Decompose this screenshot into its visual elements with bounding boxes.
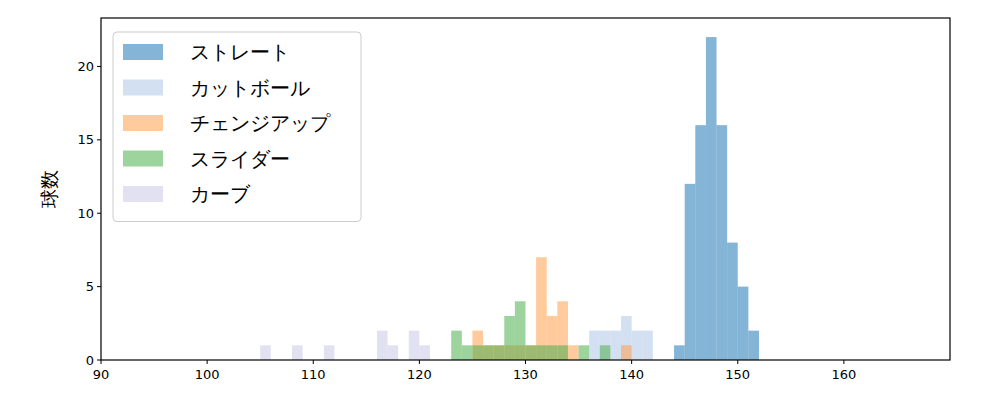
histogram-bar: [600, 345, 611, 360]
legend-label: カーブ: [190, 182, 251, 206]
x-tick-label: 160: [831, 367, 856, 382]
histogram-bar: [600, 331, 611, 360]
x-tick-label: 150: [725, 367, 750, 382]
legend-swatch: [123, 151, 163, 167]
histogram-bar: [557, 345, 568, 360]
histogram-bar: [515, 301, 526, 360]
legend-swatch: [123, 115, 163, 131]
chart: 90 100 110 120 130 140 150 160 0 5 10 15 20 球数 ストレートカッ…: [0, 0, 1000, 400]
histogram-bar: [324, 345, 335, 360]
histogram-bar: [642, 331, 653, 360]
histogram-bar: [589, 331, 600, 360]
y-tick: [97, 139, 101, 140]
x-tick: [737, 360, 738, 364]
y-tick-label: 20: [77, 59, 94, 74]
y-tick-label: 0: [86, 353, 94, 368]
histogram-bar: [260, 345, 271, 360]
histogram-bar: [451, 331, 462, 360]
histogram-bar: [727, 243, 738, 360]
histogram-bar: [579, 345, 590, 360]
histogram-bar: [472, 345, 483, 360]
histogram-bar: [483, 345, 494, 360]
y-tick-label: 10: [77, 206, 94, 221]
legend-swatch: [123, 44, 163, 60]
x-tick-label: 90: [93, 367, 110, 382]
histogram-bar: [547, 316, 558, 360]
histogram-bar: [557, 301, 568, 360]
y-tick: [97, 66, 101, 67]
histogram-bar: [483, 345, 494, 360]
legend-swatch: [123, 186, 163, 202]
histogram-bar: [388, 345, 399, 360]
histogram-bar: [377, 331, 388, 360]
plot-frame: [101, 18, 950, 360]
histogram-bar: [610, 331, 621, 360]
legend-label: カットボール: [190, 76, 310, 100]
y-tick-label: 15: [77, 132, 94, 147]
x-tick: [313, 360, 314, 364]
x-tick: [207, 360, 208, 364]
x-tick-label: 110: [301, 367, 326, 382]
y-tick-label: 5: [86, 279, 94, 294]
y-tick: [97, 286, 101, 287]
x-tick-label: 100: [195, 367, 220, 382]
legend-box: [113, 32, 361, 222]
histogram-bar: [526, 345, 537, 360]
x-tick-label: 120: [407, 367, 432, 382]
histogram-bar: [621, 345, 632, 360]
histogram-bar: [738, 287, 749, 360]
histogram-bar: [494, 345, 505, 360]
histogram-bar: [632, 331, 643, 360]
x-tick: [843, 360, 844, 364]
histogram-bar: [536, 257, 547, 360]
legend-swatch: [123, 80, 163, 96]
histogram-bar: [547, 345, 558, 360]
x-tick: [631, 360, 632, 364]
histogram-bar: [568, 345, 579, 360]
histogram-bar: [504, 316, 515, 360]
legend: ストレートカットボールチェンジアップスライダーカーブ: [113, 32, 361, 222]
histogram-bar: [292, 345, 303, 360]
histogram-bar: [462, 345, 473, 360]
histogram-bar: [685, 184, 696, 360]
histogram-bar: [717, 125, 728, 360]
histogram-bar: [621, 316, 632, 360]
histogram-bar: [536, 345, 547, 360]
histogram-bar: [494, 345, 505, 360]
legend-label: チェンジアップ: [190, 111, 331, 135]
histogram-bar: [526, 345, 537, 360]
y-tick: [97, 360, 101, 361]
y-tick: [97, 213, 101, 214]
histogram-bar: [419, 345, 430, 360]
y-axis-label: 球数: [38, 170, 60, 208]
histogram-bar: [706, 37, 717, 360]
x-tick: [101, 360, 102, 364]
x-tick: [525, 360, 526, 364]
x-tick: [419, 360, 420, 364]
histogram-bar: [695, 125, 706, 360]
histogram-bar: [674, 345, 685, 360]
legend-label: ストレート: [190, 40, 290, 64]
histogram-bar: [748, 331, 759, 360]
histogram-bar: [472, 331, 483, 360]
x-tick-label: 140: [619, 367, 644, 382]
x-tick-label: 130: [513, 367, 538, 382]
histogram-bar: [409, 331, 420, 360]
legend-label: スライダー: [190, 147, 290, 171]
